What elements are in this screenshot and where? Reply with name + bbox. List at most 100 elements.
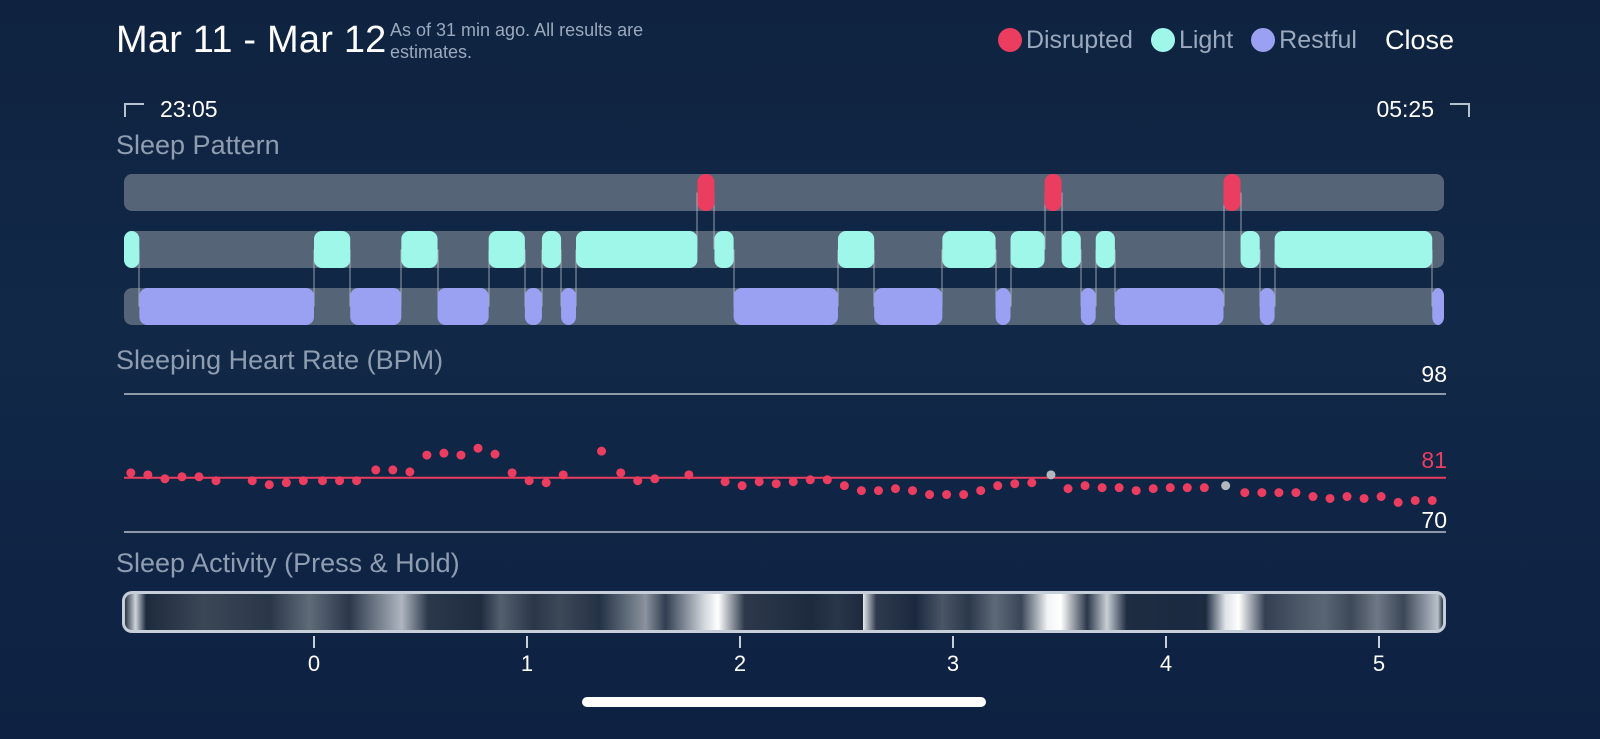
hr-point [194,472,204,482]
sleep-segment-restful[interactable] [995,288,1011,325]
sleep-segment-restful[interactable] [1432,288,1444,325]
hr-point [160,474,170,484]
end-time-label: 05:25 [1376,96,1434,122]
sleep-segment-light[interactable] [575,231,698,268]
sleep-segment-light[interactable] [1010,231,1045,268]
hr-point [298,476,308,486]
hr-point [633,476,643,486]
hr-point [1308,492,1318,502]
sleep-segment-light[interactable] [1095,231,1115,268]
hr-point [558,470,568,480]
close-button[interactable]: Close [1384,24,1454,55]
start-time-label: 23:05 [160,96,218,122]
hr-point [993,481,1003,491]
hr-point [422,450,432,460]
hr-point [541,478,551,488]
hr-point [1010,479,1020,489]
sleep-segment-light[interactable] [714,231,734,268]
page-title: Mar 11 - Mar 12 [116,19,387,61]
hr-point [1359,493,1369,503]
sleep-segment-disrupted[interactable] [697,174,715,211]
sleep-segment-disrupted[interactable] [1223,174,1241,211]
legend-item-light: Light [1150,25,1234,55]
restful-dot-icon [1251,28,1276,52]
sleep-segment-restful[interactable] [561,288,576,325]
hr-point [405,467,415,477]
hr-point [822,475,832,485]
axis-tick-label: 3 [947,651,959,676]
hr-point [684,470,694,480]
hr-point [942,490,952,500]
hr-point [211,476,221,486]
legend-item-disrupted: Disrupted [997,26,1133,55]
hr-point [616,468,626,478]
sleep-segment-restful[interactable] [874,288,943,325]
legend-label: Restful [1279,25,1357,54]
hr-point [1376,492,1386,502]
legend-item-restful: Restful [1251,26,1357,55]
hr-point [976,486,986,496]
hr-point [873,486,883,496]
sleep-segment-light[interactable] [1274,231,1433,268]
sleep-segment-light[interactable] [541,231,562,268]
hr-point [1097,483,1107,493]
sleep-segment-restful[interactable] [350,288,402,325]
sleep-segment-restful[interactable] [1259,288,1275,325]
sleep-segment-restful[interactable] [1114,288,1224,325]
hr-point [1274,488,1284,498]
hr-point [856,486,866,496]
hr-max-label: 98 [1421,361,1447,387]
hr-point [371,465,381,475]
sleep-segment-restful[interactable] [733,288,838,325]
hr-point [1325,493,1335,503]
legend-label: Light [1178,25,1234,54]
hr-point [908,486,918,496]
sleep-segment-restful[interactable] [139,288,314,325]
sleep-segment-restful[interactable] [524,288,542,325]
sleep-segment-light[interactable] [314,231,351,268]
hr-point [1257,488,1267,498]
sleep-segment-light[interactable] [401,231,438,268]
disrupted-dot-icon [997,28,1022,52]
sleep-segment-light[interactable] [837,231,875,268]
hr-point [456,450,466,460]
hr-point [890,484,900,494]
hr-point [805,475,815,485]
hr-point [1342,492,1352,502]
sleep-segment-light[interactable] [488,231,525,268]
sleep-segment-light[interactable] [1240,231,1260,268]
hr-point [1148,484,1158,494]
hr-point [490,449,500,459]
hr-point [1199,483,1209,493]
sleep-segment-light[interactable] [942,231,996,268]
sleep-pattern-title: Sleep Pattern [116,130,280,160]
hr-point [1427,495,1437,505]
end-time: 05:25 [1376,96,1470,123]
hr-point [524,476,534,486]
sleep-segment-light[interactable] [1061,231,1081,268]
sleep-segment-light[interactable] [124,231,140,268]
pattern-track-disrupted [124,174,1444,211]
start-bracket-icon [124,102,144,117]
sleep-activity-bar[interactable] [122,591,1446,633]
sleep-segment-restful[interactable] [1080,288,1096,325]
sleep-segment-restful[interactable] [437,288,489,325]
hr-point [1131,486,1141,496]
hr-point [1027,478,1037,488]
hr-point [1165,483,1175,493]
axis-tick-label: 5 [1373,651,1385,676]
hr-point [126,468,136,478]
hr-point [650,474,660,484]
start-time: 23:05 [124,96,218,123]
hr-avg-label: 81 [1421,447,1447,473]
hr-point-outlier [1221,481,1231,491]
hr-point [597,446,607,456]
home-indicator[interactable] [582,697,986,707]
sleep-segment-disrupted[interactable] [1044,174,1062,211]
hr-min-label: 70 [1421,507,1447,533]
hr-point [839,481,849,491]
hr-point [771,479,781,489]
hr-point [335,476,345,486]
